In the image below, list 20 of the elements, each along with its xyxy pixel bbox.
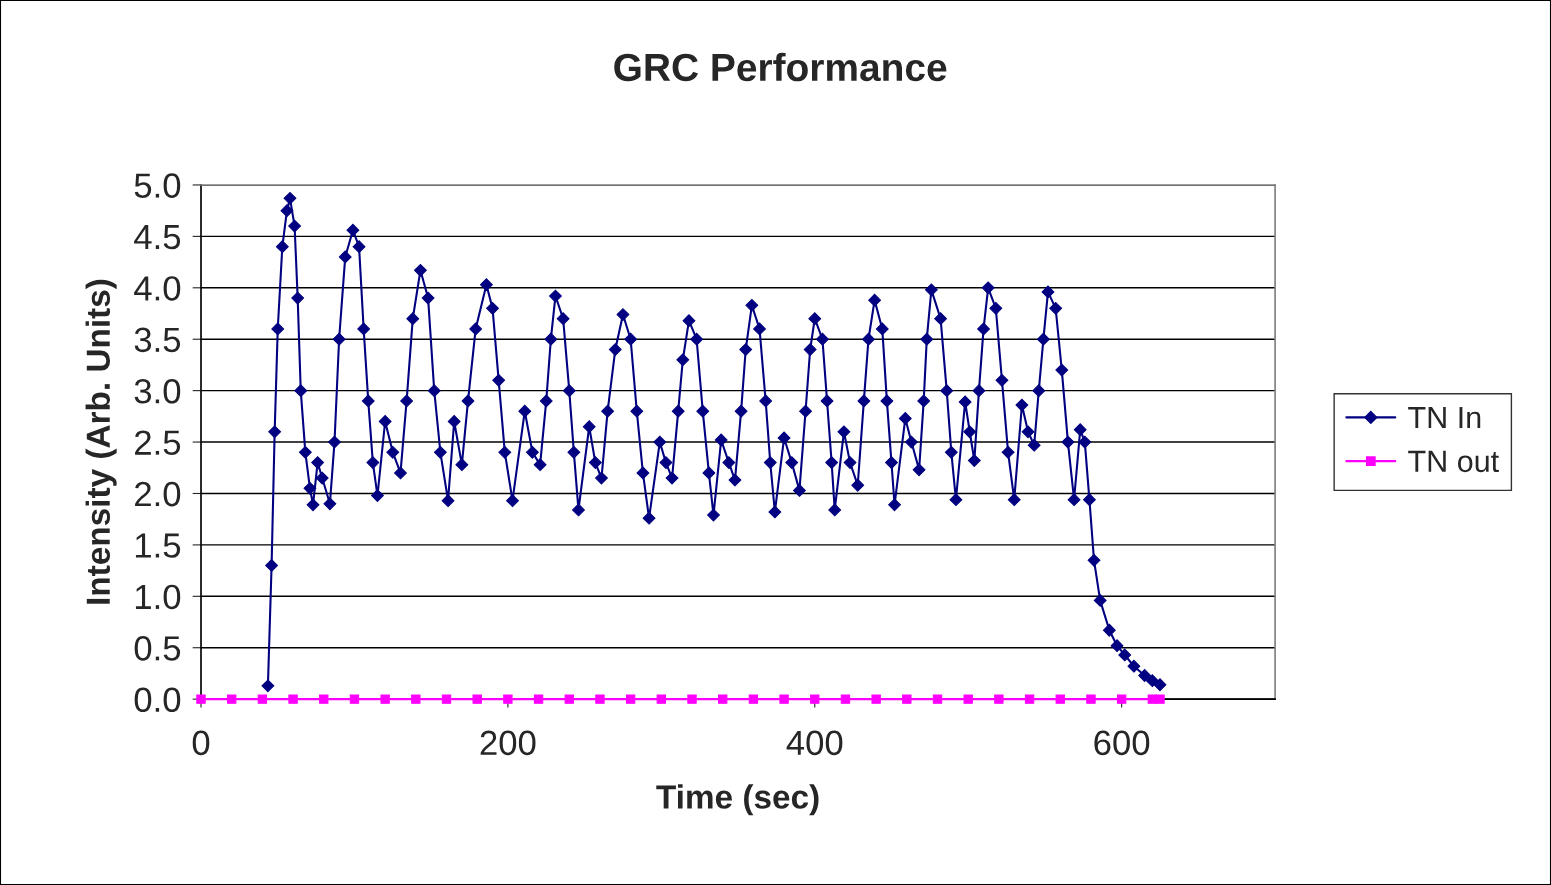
y-tick-label: 1.5 xyxy=(135,533,181,558)
y-tick-label: 2.0 xyxy=(135,481,181,507)
y-tick-label: 3.5 xyxy=(134,327,181,353)
y-axis-title: Intensity (Arb. Units) xyxy=(85,279,117,604)
y-tick-label: 4.0 xyxy=(134,276,181,301)
y-tick-label: 2.5 xyxy=(135,430,181,455)
y-tick-label: 4.5 xyxy=(134,225,181,250)
x-tick-label: 200 xyxy=(480,730,536,756)
y-tick-label: 0.0 xyxy=(134,687,181,713)
legend-label: TN out xyxy=(1408,450,1499,473)
x-tick-label: 400 xyxy=(786,730,843,756)
x-tick-label: 600 xyxy=(1094,730,1150,756)
y-tick-label: 5.0 xyxy=(134,173,181,198)
x-axis-title: Time (sec) xyxy=(656,784,819,816)
y-tick-label: 1.0 xyxy=(135,584,181,610)
chart-title: GRC Performance xyxy=(614,52,947,82)
y-tick-label: 0.5 xyxy=(134,636,181,661)
x-tick-label: 0 xyxy=(192,730,210,756)
y-tick-label: 3.0 xyxy=(134,378,181,404)
legend-label: TN In xyxy=(1408,407,1481,429)
